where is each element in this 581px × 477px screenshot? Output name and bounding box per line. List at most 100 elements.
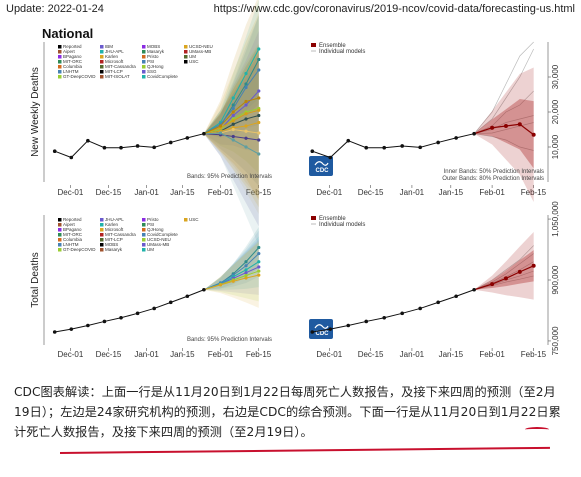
legend-swatch — [184, 45, 188, 49]
legend-swatch — [100, 60, 104, 64]
legend-entry: BPagano — [63, 227, 82, 232]
reported-point — [185, 294, 190, 299]
legend-entry: Aipert — [63, 49, 76, 54]
model-forecast-point — [231, 127, 235, 132]
model-forecast-point — [218, 131, 223, 135]
reported-point — [382, 145, 387, 150]
legend-swatch — [184, 50, 188, 54]
model-forecast-point — [257, 120, 261, 125]
ensemble-point — [531, 132, 536, 137]
legend-swatch — [100, 70, 104, 74]
bands-note: Bands: 95% Prediction Intervals — [187, 174, 272, 180]
legend-swatch — [58, 60, 62, 64]
legend-entry: MOBS — [147, 44, 160, 49]
cdc-logo: CDC — [309, 156, 333, 176]
legend-entry: PSI — [147, 222, 154, 227]
x-tick-label: Dec-01 — [316, 350, 342, 359]
legend-entry: Microsoft — [105, 227, 124, 232]
legend-entry: USC — [189, 217, 199, 222]
model-forecast-point — [257, 251, 261, 256]
legend-swatch — [142, 55, 146, 59]
ensemble-point — [490, 125, 495, 130]
model-forecast-point — [257, 245, 261, 250]
legend-entry: Pristo — [147, 54, 159, 59]
legend-entry: CovidComplete — [147, 74, 178, 79]
reported-point — [382, 315, 387, 320]
ensemble-band-inner — [474, 250, 534, 290]
legend-swatch — [58, 248, 62, 252]
individual-model-line — [473, 245, 534, 291]
x-tick-label: Feb-01 — [208, 188, 234, 197]
y-tick-label: 20,000 — [551, 99, 560, 124]
model-forecast-point — [231, 119, 235, 123]
legend-entry: Columbia — [63, 237, 83, 242]
legend-swatch — [100, 75, 104, 79]
model-forecast-point — [244, 260, 248, 264]
legend-swatch — [58, 75, 62, 79]
legend-swatch — [58, 65, 62, 69]
model-forecast-point — [244, 271, 248, 275]
model-forecast-point — [257, 89, 261, 93]
y-tick-label: 10,000 — [551, 134, 560, 159]
reported-point — [135, 144, 140, 148]
model-forecast-point — [257, 273, 261, 277]
legend-entry: GT-DeepCOVID — [63, 247, 96, 252]
x-tick-label: Dec-01 — [316, 188, 342, 197]
legend-entry: SSG — [147, 69, 157, 74]
reported-point — [86, 138, 90, 143]
reported-point — [152, 145, 156, 150]
model-forecast-point — [244, 145, 248, 149]
model-forecast-point — [244, 129, 248, 133]
reported-point — [400, 311, 405, 316]
panel-total-ensemble: Dec-01 Dec-15 Jan-01 Jan-15 Feb-01 Feb-15 750,… — [309, 201, 560, 359]
legend-swatch — [311, 216, 316, 220]
legend-entry: UCSD-NEU — [147, 237, 171, 242]
legend-entry: Reported — [63, 217, 82, 222]
model-forecast-point — [231, 279, 235, 283]
reported-point — [454, 136, 458, 140]
legend-entry: IBM — [105, 44, 113, 49]
outer-bands-note: Outer Bands: 80% Prediction Intervals — [442, 176, 544, 182]
reported-point — [135, 311, 140, 316]
bands-note: Bands: 95% Prediction Intervals — [187, 337, 272, 343]
x-tick-label: Dec-15 — [96, 350, 122, 359]
legend-entry: UCSD-NEU — [189, 44, 213, 49]
legend-entry: UM — [189, 54, 196, 59]
model-forecast-point — [231, 113, 235, 118]
y-tick-label: 30,000 — [551, 64, 560, 89]
legend-entry: MIT-LCP — [105, 237, 123, 242]
model-forecast-point — [257, 265, 261, 269]
reported-point — [310, 149, 315, 153]
legend-swatch — [58, 238, 62, 242]
x-tick-label: Jan-01 — [134, 350, 159, 359]
legend-swatch — [142, 218, 146, 222]
legend-entry: Masaryk — [147, 49, 165, 54]
reported-point — [52, 330, 57, 334]
model-forecast-point — [244, 117, 248, 121]
x-tick-label: Feb-01 — [479, 350, 505, 359]
chart-caption: CDC图表解读：上面一行是从11月20日到1月22日每周死亡人数报告，及接下来四… — [14, 385, 561, 439]
legend-entry: MIT-Cassandra — [105, 232, 136, 237]
legend-entry: Masaryk — [105, 247, 123, 252]
legend-entry: MIT-ISOLAT — [105, 74, 130, 79]
x-tick-label: Jan-01 — [400, 350, 425, 359]
model-forecast-point — [244, 82, 248, 86]
x-tick-label: Jan-15 — [439, 188, 464, 197]
x-tick-label: Dec-01 — [58, 188, 84, 197]
model-forecast-point — [218, 283, 223, 287]
prediction-band — [203, 15, 259, 138]
cdc-logo-text: CDC — [316, 331, 330, 337]
legend-swatch — [58, 243, 62, 247]
model-forecast-point — [257, 57, 261, 62]
model-forecast-point — [244, 124, 248, 128]
prediction-band — [203, 0, 259, 201]
prediction-band — [203, 239, 259, 295]
legend-entry: MIT-Cassandra — [105, 64, 136, 69]
reported-point — [86, 323, 90, 328]
legend-swatch — [142, 65, 146, 69]
model-forecast-point — [218, 124, 223, 128]
legend-swatch — [100, 50, 104, 54]
legend-entry: LNHTM — [63, 242, 79, 247]
reported-point — [102, 145, 107, 150]
reported-point — [69, 155, 74, 160]
